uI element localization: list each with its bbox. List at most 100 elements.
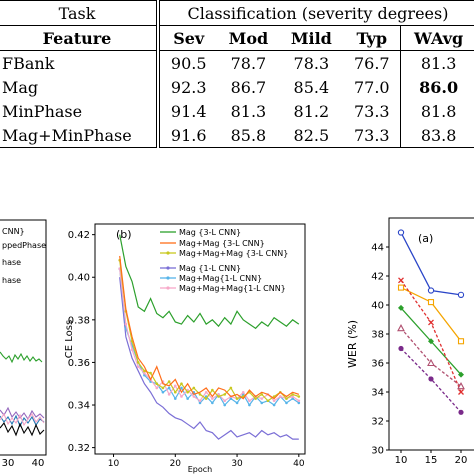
data-point — [161, 386, 165, 390]
plot-b-y-ticks: 0.42 0.40 0.38 0.36 0.34 0.32 — [68, 230, 95, 454]
task-label: Task — [0, 0, 160, 26]
table-task-row: Task Classification (severity degrees) — [0, 0, 474, 26]
legend-entry: Mag+Mag {3-L CNN} — [179, 239, 265, 248]
plot-a-y-ticks: 44 42 40 38 36 34 32 30 — [371, 243, 389, 457]
data-point — [223, 403, 227, 407]
value-cell: 83.8 — [400, 123, 474, 148]
data-point — [248, 403, 251, 407]
series-line — [119, 234, 300, 330]
data-point — [272, 399, 276, 403]
table-header-row: Feature Sev Mod Mild Typ WAvg — [0, 25, 474, 51]
plot-a-frame — [388, 217, 474, 451]
value-cell: 82.5 — [293, 125, 330, 145]
left-green-line — [0, 351, 43, 364]
data-point — [130, 348, 134, 351]
data-point — [457, 382, 465, 390]
value-cell: 85.8 — [230, 125, 267, 145]
y-tick-label: 30 — [371, 446, 384, 457]
data-point — [297, 401, 301, 405]
y-tick-label: 32 — [371, 417, 384, 428]
series-line — [400, 287, 462, 342]
data-point — [223, 399, 227, 403]
data-point — [211, 401, 214, 405]
value-cell: 86.7 — [230, 77, 267, 97]
data-point — [180, 395, 183, 398]
data-point — [217, 395, 220, 398]
data-point — [136, 365, 140, 368]
data-point — [260, 401, 264, 405]
data-point — [229, 397, 233, 400]
value-cell: 78.3 — [293, 53, 330, 73]
value-cell: 91.6 — [170, 125, 207, 145]
data-point — [204, 397, 208, 400]
data-point — [397, 324, 405, 332]
feature-cell: Mag+MinPhase — [0, 123, 160, 148]
y-tick-label: 0.34 — [68, 401, 90, 412]
value-cell-best: 86.0 — [400, 75, 474, 99]
x-tick-label: 10 — [395, 455, 408, 466]
data-point — [235, 397, 239, 400]
plot-a-ylabel: WER (%) — [346, 320, 359, 368]
y-tick-label: 36 — [371, 359, 384, 370]
value-cell: 76.7 — [353, 53, 390, 73]
task-header: Classification (severity degrees) — [187, 3, 449, 23]
x-tick-label: 20 — [170, 459, 182, 469]
data-point — [427, 299, 435, 306]
left-plot-legend: CNN} ppedPhase hase hase — [2, 227, 46, 285]
data-point — [143, 369, 146, 373]
data-point — [285, 401, 288, 405]
data-point — [180, 386, 183, 390]
data-point — [266, 399, 270, 403]
data-point — [204, 390, 208, 394]
value-cell: 78.7 — [230, 53, 267, 73]
data-point — [397, 284, 405, 291]
legend-entry: Mag {1-L CNN} — [179, 264, 241, 273]
data-point — [428, 319, 434, 326]
left-cropped-plot: CNN} ppedPhase hase hase 30 40 — [0, 219, 47, 469]
value-cell: 77.0 — [353, 77, 390, 97]
series-line — [119, 277, 299, 440]
data-point — [291, 397, 294, 400]
y-tick-label: 0.36 — [68, 358, 90, 369]
data-point — [149, 371, 152, 375]
data-point — [260, 393, 264, 396]
plot-a-label: (a) — [418, 232, 433, 245]
y-tick-label: 0.38 — [68, 315, 90, 326]
data-point — [428, 376, 434, 382]
value-cell: 85.4 — [293, 77, 330, 97]
series-line — [119, 255, 300, 400]
value-cell: 81.2 — [293, 101, 330, 121]
legend-entry: Mag {3-L CNN} — [179, 228, 241, 237]
data-point — [155, 386, 159, 390]
feature-cell: Mag — [0, 75, 160, 99]
value-cell: 73.3 — [353, 125, 390, 145]
plot-b: (b) CE Loss Epoch 0.420.400.380.360.340.… — [64, 223, 306, 474]
data-point — [458, 409, 464, 415]
data-point — [180, 382, 183, 386]
data-point — [458, 389, 464, 395]
legend-entry: Mag+Mag{1-L CNN} — [179, 274, 262, 283]
y-tick-label: 0.40 — [68, 273, 90, 284]
x-tick-label: 30 — [231, 459, 243, 469]
x-tick-label: 20 — [455, 455, 468, 466]
data-point — [192, 395, 196, 398]
col-header: WAvg — [400, 25, 474, 51]
left-x-tick: 40 — [32, 458, 45, 469]
data-point — [278, 395, 282, 398]
left-legend-entry: hase — [2, 258, 21, 267]
table-row: Mag+MinPhase 91.6 85.8 82.5 73.3 83.8 — [0, 123, 474, 148]
data-point — [211, 388, 214, 392]
data-point — [186, 397, 189, 400]
table-row: MinPhase 91.4 81.3 81.2 73.3 81.8 — [0, 99, 474, 123]
data-point — [260, 397, 264, 400]
data-point — [457, 291, 465, 298]
y-tick-label: 42 — [371, 272, 384, 283]
y-tick-label: 0.42 — [68, 230, 90, 241]
y-tick-label: 44 — [371, 243, 384, 254]
figure-plots: CNN} ppedPhase hase hase 30 40 (b) CE Lo… — [0, 217, 474, 474]
data-point — [173, 384, 177, 388]
data-point — [167, 393, 171, 396]
value-cell: 81.3 — [230, 101, 267, 121]
feature-header: Feature — [0, 25, 160, 51]
left-plot-x-ticks: 30 40 — [2, 458, 45, 469]
